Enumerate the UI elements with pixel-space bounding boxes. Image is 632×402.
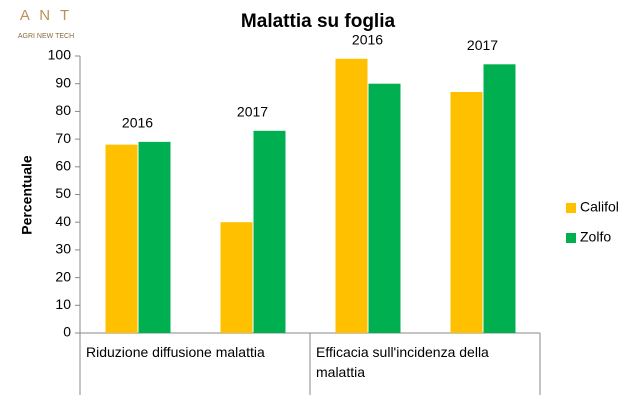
category-label: 2017 [237, 103, 268, 119]
y-tick-label: 40 [55, 213, 71, 229]
category-label: 2016 [352, 31, 383, 47]
legend-swatch [566, 203, 576, 213]
group-label: Riduzione diffusione malattia [86, 344, 265, 360]
y-tick-label: 50 [55, 185, 71, 201]
y-tick-label: 20 [55, 268, 71, 284]
bar [220, 222, 253, 333]
y-tick-label: 70 [55, 130, 71, 146]
bar [105, 144, 138, 333]
chart-title: Malattia su foglia [241, 11, 396, 32]
bar [368, 83, 401, 333]
y-tick-label: 60 [55, 158, 71, 174]
legend-label: Califol [580, 199, 619, 215]
bar [450, 92, 483, 333]
bar [483, 64, 516, 333]
group-label: Efficacia sull'incidenza della malattia [316, 344, 489, 380]
y-tick-label: 80 [55, 102, 71, 118]
logo-name: A N T [20, 7, 72, 24]
bar [335, 58, 368, 334]
legend-swatch [566, 233, 576, 243]
y-tick-label: 0 [63, 324, 71, 340]
y-axis-label: Percentuale [19, 155, 35, 235]
bar [253, 130, 286, 333]
logo-tagline: AGRI NEW TECH [18, 33, 74, 40]
y-tick-label: 10 [55, 296, 71, 312]
category-label: 2017 [467, 37, 498, 53]
y-tick-label: 90 [55, 74, 71, 90]
category-label: 2016 [122, 115, 153, 131]
bar [138, 141, 171, 333]
y-tick-label: 100 [48, 47, 72, 63]
legend-label: Zolfo [580, 229, 611, 245]
y-tick-label: 30 [55, 241, 71, 257]
